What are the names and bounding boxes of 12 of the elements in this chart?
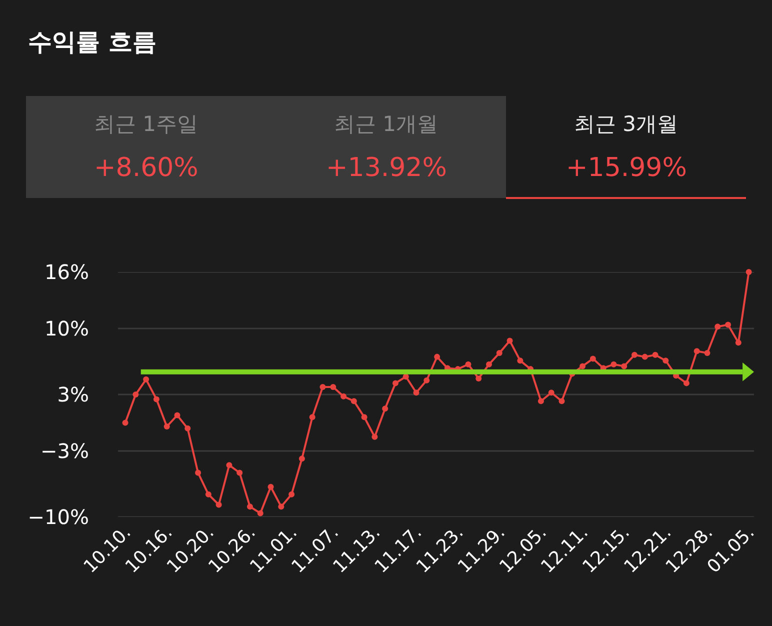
y-tick-label: −3% <box>40 439 89 464</box>
text: 최근 1주일 <box>94 112 198 136</box>
y-tick-label: 16% <box>44 260 89 284</box>
chart-title: 수익률 흐름 <box>28 28 156 56</box>
text: +8.60% <box>94 153 198 183</box>
y-tick-label: 3% <box>57 382 89 406</box>
text: +15.99% <box>566 153 687 183</box>
y-tick-label: −10% <box>28 505 89 529</box>
y-tick-label: 10% <box>44 316 89 341</box>
text: 최근 1개월 <box>334 112 438 136</box>
text: +13.92% <box>326 153 447 183</box>
text: 최근 3개월 <box>574 112 678 136</box>
